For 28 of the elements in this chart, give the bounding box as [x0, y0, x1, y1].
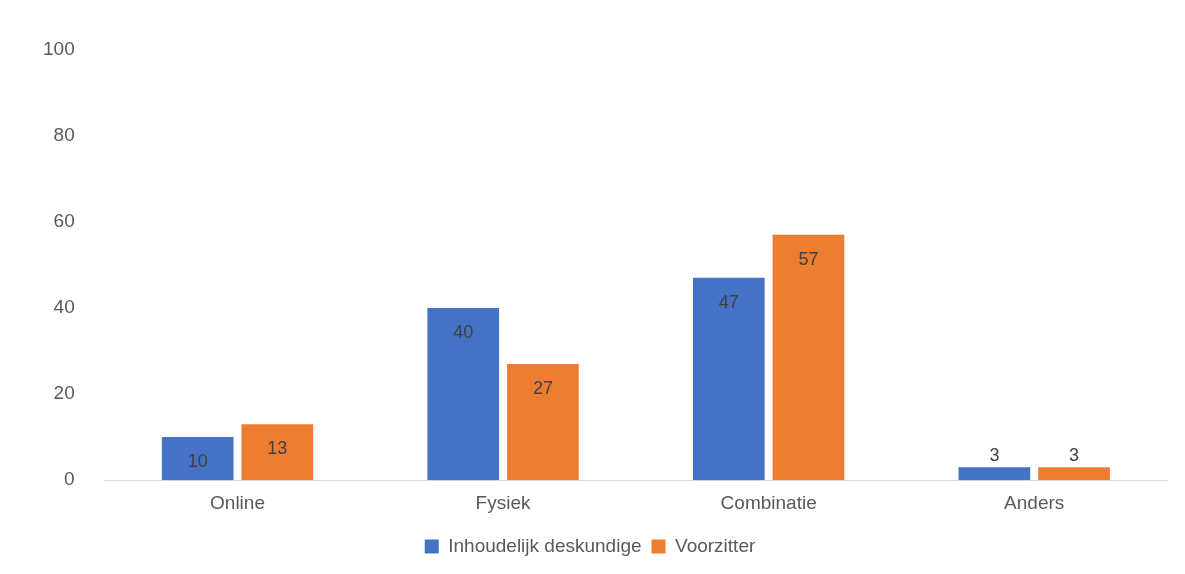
bar [772, 234, 845, 481]
y-tick-label: 80 [53, 123, 75, 145]
x-tick-label: Online [210, 491, 265, 513]
x-tick-label: Fysiek [475, 491, 531, 513]
bar [958, 467, 1031, 481]
bar [1038, 467, 1110, 481]
data-label: 10 [187, 451, 208, 472]
data-label: 40 [453, 321, 474, 342]
bar [241, 424, 314, 481]
data-label: 13 [267, 438, 288, 459]
legend-label: Inhoudelijk deskundige [448, 534, 642, 556]
y-tick-label: 0 [64, 468, 75, 490]
data-label: 27 [532, 377, 553, 398]
bar [692, 277, 765, 481]
data-label: 57 [798, 248, 819, 269]
bar [161, 437, 234, 481]
y-tick-label: 20 [53, 382, 75, 404]
bar [507, 363, 579, 481]
bar [427, 307, 500, 481]
x-tick-label: Anders [1004, 491, 1065, 513]
y-tick-label: 40 [53, 296, 75, 318]
x-tick-label: Combinatie [720, 491, 817, 513]
data-label: 3 [1069, 445, 1080, 466]
data-label: 47 [718, 291, 739, 312]
y-tick-label: 60 [53, 209, 75, 231]
legend-label: Voorzitter [675, 534, 756, 556]
data-label: 3 [989, 445, 1000, 466]
y-tick-label: 100 [43, 37, 75, 59]
